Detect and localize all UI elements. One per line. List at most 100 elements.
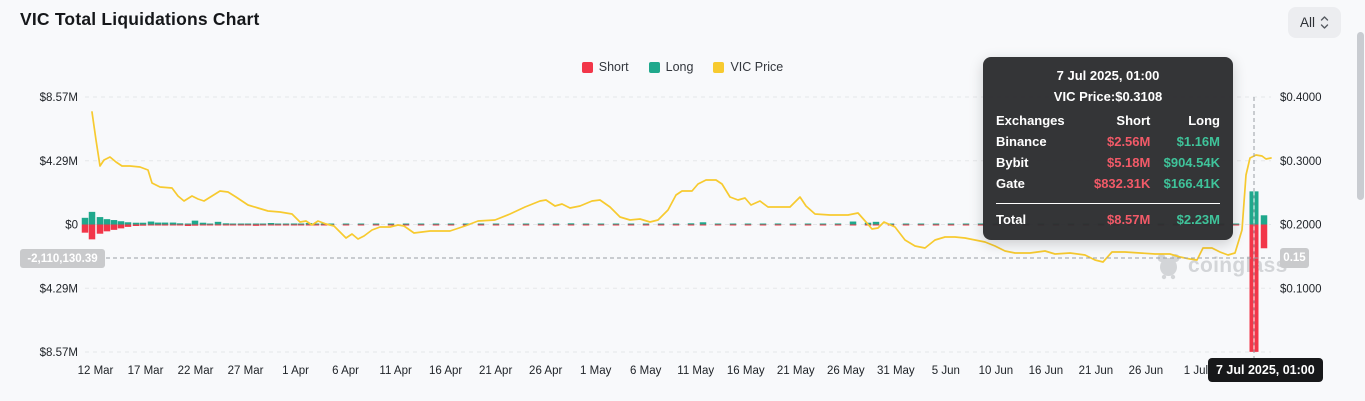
legend-swatch-long-icon [648,61,660,73]
scrollbar-thumb[interactable] [1357,32,1364,200]
tooltip-header-row: Exchanges Short Long [996,113,1220,128]
legend-item-short[interactable]: Short [581,60,629,74]
long-bar [657,223,665,225]
x-axis-label: 16 Jun [1029,365,1064,377]
long-bar [597,223,605,225]
long-bar [477,223,485,225]
long-bar [184,223,192,225]
long-bar [96,217,104,225]
short-bar [492,224,500,226]
chart-legend: Short Long VIC Price [0,60,1365,74]
time-range-select[interactable]: All [1288,7,1341,38]
short-bar [267,224,275,226]
y-axis-right-label: $0.3000 [1280,156,1322,168]
short-bar [537,224,545,226]
long-bar [214,221,222,225]
long-bar [103,219,111,225]
short-bar [819,224,827,226]
short-bar [834,224,842,226]
page-title: VIC Total Liquidations Chart [20,9,260,29]
time-range-value: All [1299,15,1315,30]
y-axis-right-label: $0.1000 [1280,283,1322,295]
legend-item-long[interactable]: Long [648,60,694,74]
long-bar [297,223,305,225]
long-bar [582,223,590,225]
short-bar [642,224,650,226]
short-bar [567,224,575,226]
long-bar [492,223,500,225]
short-bar [1232,224,1240,226]
short-bar [932,224,940,226]
short-bar [477,224,485,226]
long-bar [402,223,410,225]
x-axis-label: 26 Jun [1129,365,1164,377]
long-bar [699,222,707,225]
short-bar [229,224,237,226]
crosshair-date-badge: 7 Jul 2025, 01:00 [1208,358,1323,382]
short-bar [214,224,222,226]
long-bar [522,223,530,225]
short-bar [103,224,111,232]
long-bar [1232,223,1240,225]
legend-item-vic-price[interactable]: VIC Price [713,60,783,74]
long-bar [81,217,89,225]
long-bar [274,223,282,225]
y-axis-right-label: $0.2000 [1280,220,1322,232]
long-bar [342,223,350,225]
short-bar [342,224,350,226]
tooltip-date: 7 Jul 2025, 01:00 [1056,68,1160,83]
long-bar [612,223,620,225]
x-axis-label: 11 May [677,365,714,377]
x-axis-label: 27 Mar [228,365,264,377]
y-axis-left-label: $4.29M [40,156,78,168]
chart-tooltip: 7 Jul 2025, 01:00 VIC Price:$0.3108 Exch… [983,57,1233,240]
y-axis-left-label: $8.57M [40,347,78,359]
long-bar [222,223,230,225]
short-bar [507,224,515,226]
long-bar [161,222,169,225]
short-bar [962,224,970,226]
long-bar [139,222,147,225]
short-bar [597,224,605,226]
short-bar [282,224,290,226]
long-bar [432,223,440,225]
short-bar [274,224,282,226]
long-bar [804,223,812,225]
legend-label-short: Short [598,60,629,74]
long-bar [176,223,184,225]
long-bar [789,223,797,225]
legend-swatch-price-icon [713,61,725,73]
x-axis-label: 31 May [877,365,915,377]
long-bar [417,223,425,225]
long-bar [774,223,782,225]
short-bar [1260,224,1268,249]
short-bar [139,224,147,226]
legend-label-long: Long [665,60,694,74]
long-bar [124,222,132,225]
short-bar [387,224,395,226]
x-axis-label: 26 May [827,365,865,377]
short-bar [191,224,199,226]
long-bar [357,223,365,225]
x-axis-label: 1 May [580,365,612,377]
crosshair-left-value-badge: -2,110,130.39 [20,249,105,268]
long-bar [259,223,267,225]
legend-label-vic-price: VIC Price [730,60,784,74]
short-bar [206,224,214,226]
short-bar [110,224,118,230]
short-bar [902,224,910,226]
coinglass-bull-icon [1155,252,1182,280]
chevron-up-down-icon [1320,15,1329,30]
y-axis-right-label: $0.4000 [1280,92,1322,104]
crosshair-right-value-badge: 0.15 [1280,248,1309,268]
long-bar [447,223,455,225]
short-bar [161,224,169,226]
short-bar [176,224,184,226]
short-bar [290,224,298,226]
long-bar [834,223,842,225]
y-axis-left-label: $4.29M [40,283,78,295]
long-bar [244,223,252,225]
tooltip-price: VIC Price:$0.3108 [1053,89,1163,104]
price-line [91,111,1272,263]
long-bar [290,223,298,225]
